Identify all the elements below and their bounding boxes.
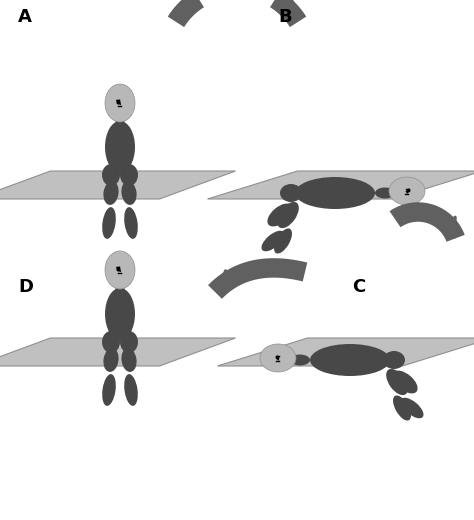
Ellipse shape [295,177,375,209]
Polygon shape [0,338,236,366]
Ellipse shape [105,251,135,289]
Ellipse shape [121,181,137,205]
Ellipse shape [280,184,302,202]
Ellipse shape [386,369,408,395]
Ellipse shape [260,344,296,372]
Text: D: D [18,278,33,296]
Ellipse shape [290,355,310,366]
Polygon shape [208,171,474,199]
Ellipse shape [116,113,125,133]
Ellipse shape [103,348,118,372]
Ellipse shape [277,202,299,228]
Polygon shape [218,338,474,366]
Ellipse shape [389,177,425,205]
Ellipse shape [120,331,138,353]
Ellipse shape [102,164,120,186]
Ellipse shape [102,331,120,353]
Ellipse shape [392,371,418,394]
Ellipse shape [401,398,423,418]
Ellipse shape [121,348,137,372]
Ellipse shape [262,231,284,251]
Ellipse shape [383,351,405,369]
Text: A: A [18,8,32,26]
Ellipse shape [267,203,292,226]
Ellipse shape [102,374,116,406]
Polygon shape [0,171,236,199]
Ellipse shape [105,84,135,122]
Ellipse shape [102,207,116,239]
Ellipse shape [103,181,118,205]
Ellipse shape [310,344,390,376]
Text: B: B [278,8,292,26]
Ellipse shape [105,288,135,340]
Ellipse shape [124,207,138,239]
Text: C: C [352,278,365,296]
Ellipse shape [375,188,395,199]
Ellipse shape [274,228,292,254]
Ellipse shape [116,280,125,300]
Ellipse shape [120,164,138,186]
Ellipse shape [393,395,411,421]
Ellipse shape [105,121,135,173]
Ellipse shape [124,374,138,406]
